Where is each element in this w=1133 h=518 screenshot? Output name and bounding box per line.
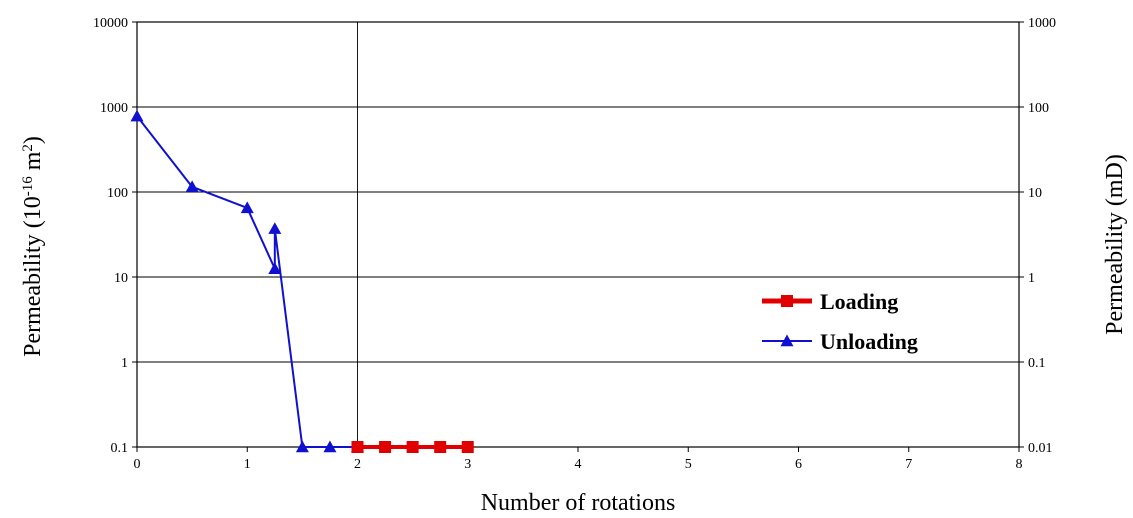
legend-label: Loading	[820, 289, 898, 314]
grid-lines	[137, 22, 1019, 447]
y-tick-label: 1	[121, 356, 128, 371]
y2-tick-label: 10	[1028, 186, 1042, 201]
x-tick-label: 2	[354, 457, 361, 472]
legend-label: Unloading	[820, 329, 918, 354]
series-group	[130, 109, 474, 453]
plot-frame	[136, 21, 1020, 448]
data-point-unloading	[323, 440, 337, 453]
y-axis-title-main: Permeability (10	[20, 196, 46, 357]
x-axis-title: Number of rotations	[481, 490, 676, 516]
x-tick-label: 6	[795, 457, 802, 472]
x-tick-label: 5	[685, 457, 692, 472]
y-tick-label: 100	[107, 186, 128, 201]
y2-axis-title: Permeability (mD)	[1102, 154, 1128, 335]
y2-axis-ticks: 0.01 0.1 1 10 100 1000	[1019, 16, 1056, 456]
x-tick-label: 8	[1016, 457, 1023, 472]
data-point-unloading	[240, 201, 254, 214]
y-axis-title-close: )	[20, 136, 46, 144]
y2-tick-label: 1000	[1028, 16, 1056, 31]
y-tick-label: 10000	[93, 16, 128, 31]
series-unloading	[130, 109, 364, 453]
data-point-loading	[406, 441, 419, 453]
legend-item-unloading: Unloading	[762, 329, 918, 354]
data-point-unloading	[185, 180, 199, 193]
data-point-unloading	[295, 440, 309, 453]
x-tick-label: 0	[134, 457, 141, 472]
y-tick-label: 1000	[100, 101, 128, 116]
y-axis-title-unit: m	[20, 151, 46, 176]
data-point-loading	[351, 441, 364, 453]
y-axis-ticks: 0.1 1 10 100 1000 10000	[93, 16, 137, 456]
legend-item-loading: Loading	[762, 289, 898, 314]
legend: Loading Unloading	[762, 289, 918, 354]
x-tick-label: 7	[905, 457, 912, 472]
y-axis-title: Permeability (10-16 m2)	[20, 136, 46, 357]
series-line-unloading	[136, 115, 358, 448]
x-tick-label: 4	[575, 457, 582, 472]
data-point-loading	[461, 441, 474, 453]
x-axis-ticks: 0 1 2 3 4 5 6 7 8	[134, 447, 1023, 472]
y-axis-title-unit-exponent: 2	[20, 144, 36, 152]
series-loading	[351, 441, 474, 453]
y2-tick-label: 100	[1028, 101, 1049, 116]
x-tick-label: 3	[464, 457, 471, 472]
data-point-loading	[379, 441, 392, 453]
data-point-unloading	[268, 222, 282, 234]
data-point-unloading	[130, 109, 144, 122]
x-tick-label: 1	[244, 457, 251, 472]
y2-tick-label: 1	[1028, 271, 1035, 286]
y-tick-label: 0.1	[111, 441, 129, 456]
legend-marker	[780, 334, 794, 347]
y2-tick-label: 0.01	[1028, 441, 1053, 456]
y-tick-label: 10	[114, 271, 128, 286]
data-point-unloading	[268, 262, 282, 274]
data-point-loading	[434, 441, 447, 453]
y2-tick-label: 0.1	[1028, 356, 1046, 371]
legend-marker	[781, 295, 793, 307]
y-axis-title-exponent: -16	[20, 176, 36, 196]
